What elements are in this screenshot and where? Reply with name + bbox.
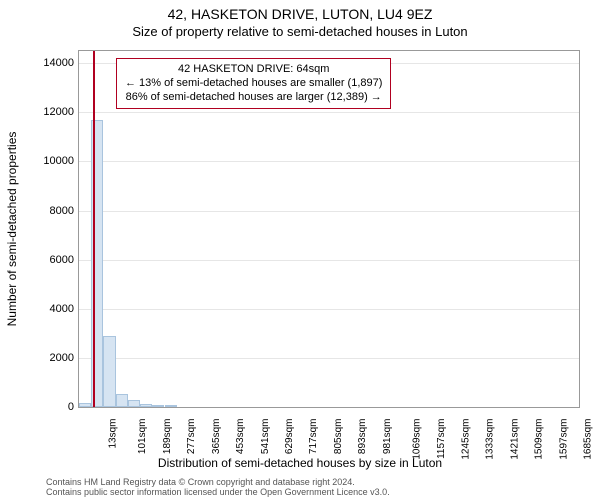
x-tick-label: 541sqm [260,419,271,455]
gridline [79,161,579,162]
title-address: 42, HASKETON DRIVE, LUTON, LU4 9EZ [0,6,600,22]
x-tick-label: 1509sqm [534,419,545,460]
x-tick-label: 629sqm [284,419,295,455]
histogram-bar [103,336,115,407]
x-tick-label: 13sqm [108,419,119,449]
histogram-bar [152,405,164,407]
copyright-line-2: Contains public sector information licen… [46,487,390,497]
x-tick-label: 1597sqm [558,419,569,460]
copyright-line-1: Contains HM Land Registry data © Crown c… [46,477,390,487]
y-tick-label: 8000 [14,205,74,217]
x-tick-label: 805sqm [333,419,344,455]
x-tick-label: 1157sqm [436,419,447,459]
histogram-bar [116,394,128,408]
y-tick-label: 12000 [14,106,74,118]
property-size-histogram-figure: 42, HASKETON DRIVE, LUTON, LU4 9EZ Size … [0,0,600,500]
x-tick-label: 1069sqm [412,419,423,460]
y-tick-label: 2000 [14,352,74,364]
copyright-notice: Contains HM Land Registry data © Crown c… [46,477,390,498]
x-tick-label: 101sqm [138,419,149,455]
x-tick-label: 365sqm [211,419,222,455]
x-tick-label: 453sqm [235,419,246,455]
x-tick-label: 1421sqm [510,419,521,460]
annotation-line-3: 86% of semi-detached houses are larger (… [125,91,382,105]
annotation-line-1: 42 HASKETON DRIVE: 64sqm [125,63,382,77]
title-description: Size of property relative to semi-detach… [0,24,600,39]
histogram-bar [140,404,152,407]
x-tick-label: 981sqm [382,419,393,455]
x-tick-label: 1685sqm [583,419,594,460]
gridline [79,358,579,359]
histogram-bar [165,405,177,407]
annotation-line-2: ← 13% of semi-detached houses are smalle… [125,77,382,91]
histogram-bar [79,403,91,407]
y-tick-label: 4000 [14,303,74,315]
x-tick-label: 189sqm [162,419,173,455]
gridline [79,112,579,113]
subject-property-marker [93,51,95,407]
x-tick-label: 893sqm [357,419,368,455]
y-tick-label: 10000 [14,155,74,167]
y-tick-label: 14000 [14,57,74,69]
annotation-box: 42 HASKETON DRIVE: 64sqm ← 13% of semi-d… [116,58,391,109]
gridline [79,211,579,212]
y-tick-label: 0 [14,401,74,413]
x-tick-label: 1245sqm [461,419,472,460]
y-tick-label: 6000 [14,254,74,266]
x-tick-label: 277sqm [186,419,197,455]
gridline [79,309,579,310]
x-tick-label: 1333sqm [485,419,496,460]
gridline [79,260,579,261]
x-axis-label: Distribution of semi-detached houses by … [0,456,600,470]
histogram-bar [128,400,140,407]
x-tick-label: 717sqm [309,419,320,455]
